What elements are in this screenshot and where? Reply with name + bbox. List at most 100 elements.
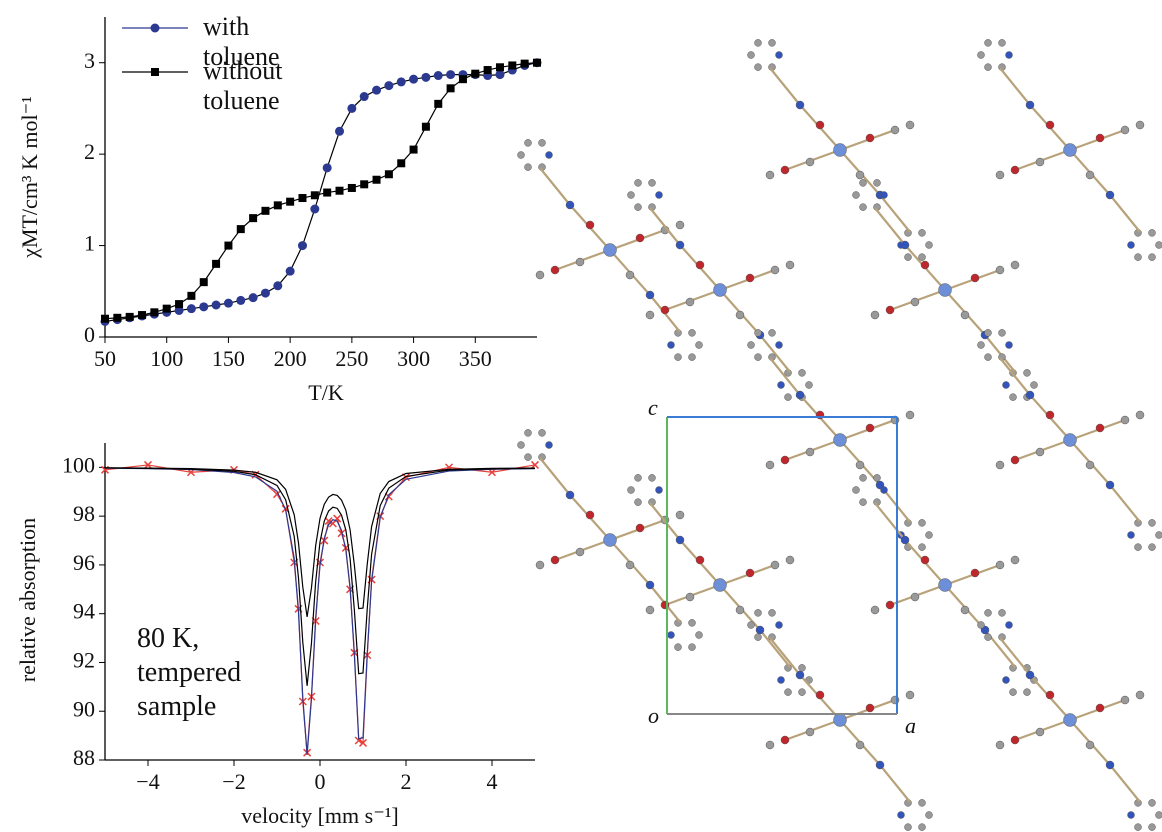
atom xyxy=(998,609,1006,617)
marker xyxy=(150,23,160,33)
marker xyxy=(322,163,332,173)
atom xyxy=(634,179,642,187)
atom xyxy=(645,580,655,590)
annotation: 80 K, tempered sample xyxy=(137,623,242,722)
atom xyxy=(627,486,635,494)
atom xyxy=(1155,531,1162,539)
atom xyxy=(635,523,645,533)
atom xyxy=(1025,670,1035,680)
atom xyxy=(784,688,792,696)
marker xyxy=(297,241,307,251)
bond xyxy=(769,357,801,396)
atom xyxy=(713,283,727,297)
marker xyxy=(372,175,381,184)
atom xyxy=(977,621,985,629)
atom xyxy=(755,625,765,635)
atom xyxy=(768,329,776,337)
atom xyxy=(918,543,926,551)
atom xyxy=(995,460,1005,470)
bond xyxy=(1109,764,1141,803)
atom xyxy=(625,560,635,570)
atom xyxy=(1035,727,1045,737)
marker xyxy=(495,63,504,72)
atom xyxy=(984,39,992,47)
atom xyxy=(575,257,585,267)
marker xyxy=(347,103,357,113)
marker xyxy=(261,206,270,215)
atom xyxy=(535,270,545,280)
atom xyxy=(1002,676,1010,684)
y-tick-label: 98 xyxy=(73,501,95,526)
x-tick-label: 250 xyxy=(335,346,368,371)
x-tick-label: −2 xyxy=(222,769,245,794)
marker xyxy=(358,738,368,747)
series-line xyxy=(104,467,536,617)
marker xyxy=(508,61,517,70)
bond xyxy=(649,502,681,541)
atom xyxy=(855,460,865,470)
marker xyxy=(310,204,320,214)
atom xyxy=(918,229,926,237)
bond xyxy=(769,637,801,676)
atom xyxy=(745,273,755,283)
atom xyxy=(625,270,635,280)
x-tick-label: 0 xyxy=(315,769,326,794)
atom xyxy=(695,260,705,270)
y-tick-label: 2 xyxy=(84,139,95,164)
atom xyxy=(833,143,847,157)
atom xyxy=(1095,423,1105,433)
legend-label: with toluene xyxy=(203,12,280,71)
bond xyxy=(984,334,1016,373)
marker xyxy=(446,84,455,93)
atom xyxy=(1120,695,1130,705)
marker xyxy=(335,186,344,195)
atom xyxy=(805,447,815,457)
atom xyxy=(1095,703,1105,713)
marker xyxy=(458,75,467,84)
x-tick-label: 50 xyxy=(94,346,116,371)
atom xyxy=(754,609,762,617)
atom xyxy=(645,290,655,300)
y-tick-label: 3 xyxy=(84,48,95,73)
atom xyxy=(998,39,1006,47)
atom xyxy=(918,823,926,831)
atom xyxy=(875,760,885,770)
series-line xyxy=(104,467,536,686)
marker xyxy=(101,314,109,323)
atom xyxy=(524,453,532,461)
atom xyxy=(1045,120,1055,130)
atom xyxy=(900,535,910,545)
marker xyxy=(310,191,319,200)
atom xyxy=(550,265,560,275)
atom xyxy=(984,633,992,641)
atom xyxy=(880,191,888,199)
atom xyxy=(747,621,755,629)
atom xyxy=(833,713,847,727)
atom xyxy=(688,619,696,627)
atom xyxy=(1035,447,1045,457)
x-tick-label: −4 xyxy=(136,769,159,794)
y-axis-title: χMT/cm³ K mol⁻¹ xyxy=(17,96,42,259)
marker xyxy=(224,241,233,250)
atom xyxy=(798,369,806,377)
marker xyxy=(260,288,270,298)
marker xyxy=(434,99,443,108)
atom xyxy=(768,609,776,617)
atom xyxy=(870,605,880,615)
atom xyxy=(685,592,695,602)
atom xyxy=(535,560,545,570)
series-line xyxy=(104,467,536,755)
atom xyxy=(1002,381,1010,389)
atom xyxy=(1148,519,1156,527)
marker xyxy=(187,291,196,300)
atom xyxy=(977,341,985,349)
atom xyxy=(1009,688,1017,696)
marker xyxy=(483,66,492,75)
atom xyxy=(925,241,933,249)
marker xyxy=(372,85,382,95)
marker xyxy=(236,295,246,305)
atom xyxy=(538,139,546,147)
atom xyxy=(865,703,875,713)
marker xyxy=(138,311,147,320)
